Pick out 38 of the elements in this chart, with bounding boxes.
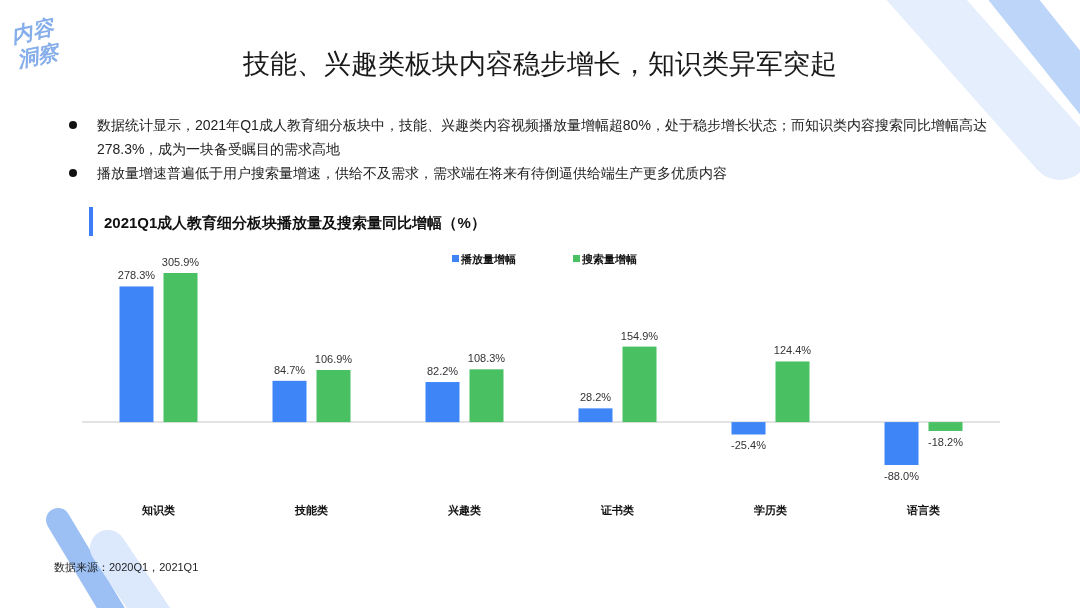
data-label: 82.2% — [426, 365, 459, 378]
data-label: 278.3% — [117, 269, 156, 282]
bar — [731, 422, 766, 435]
data-label: 108.3% — [467, 352, 506, 365]
data-label: 154.9% — [620, 329, 659, 342]
data-label: 305.9% — [161, 256, 200, 268]
bar — [928, 422, 963, 431]
x-tick-label: 语言类 — [906, 504, 940, 516]
data-label: -25.4% — [731, 439, 767, 452]
data-label: 106.9% — [314, 353, 353, 365]
bar — [272, 380, 307, 423]
bar — [775, 361, 810, 423]
text: 播放量增速普遍低于用户搜索量增速，供给不及需求，需求端在将来有待倒逼供给端生产更多优质内容 — [97, 164, 728, 183]
data-label: 84.7% — [273, 363, 306, 376]
legend-label: 搜索量增幅 — [581, 253, 637, 265]
data-label: 28.2% — [579, 391, 612, 404]
chart-subtitle: 2021Q1成人教育细分板块播放量及搜索量同比增幅（%） — [104, 214, 486, 231]
bar — [622, 346, 657, 423]
x-tick-label: 知识类 — [141, 504, 175, 516]
bar — [469, 369, 504, 423]
x-tick-label: 学历类 — [754, 504, 787, 516]
x-tick-label: 技能类 — [294, 504, 328, 516]
data-label: -88.0% — [884, 470, 920, 482]
legend-label: 播放量增幅 — [460, 253, 516, 265]
data-label: 124.4% — [773, 344, 812, 357]
chart-title: 技能、兴趣类板块内容稳步增长，知识类异军突起 — [243, 49, 837, 79]
x-tick-label: 证书类 — [600, 504, 634, 516]
text: 数据统计显示，2021年Q1成人教育细分板块中，技能、兴趣类内容视频播放量增幅超80%，处于稳步增长状态；而知识类内容搜索同比增幅高达278.3%，成为一块备受瞩目的需求高地 — [97, 116, 988, 159]
bar — [425, 382, 460, 423]
source-note: 数据来源：2020Q1，2021Q1 — [54, 560, 199, 575]
bar — [884, 422, 919, 465]
bar — [119, 286, 154, 423]
text: 内容洞察 — [9, 14, 62, 73]
data-label: -18.2% — [928, 435, 964, 448]
bar — [163, 273, 198, 423]
bar — [578, 408, 613, 423]
bar — [316, 370, 351, 423]
x-tick-label: 兴趣类 — [447, 504, 481, 517]
